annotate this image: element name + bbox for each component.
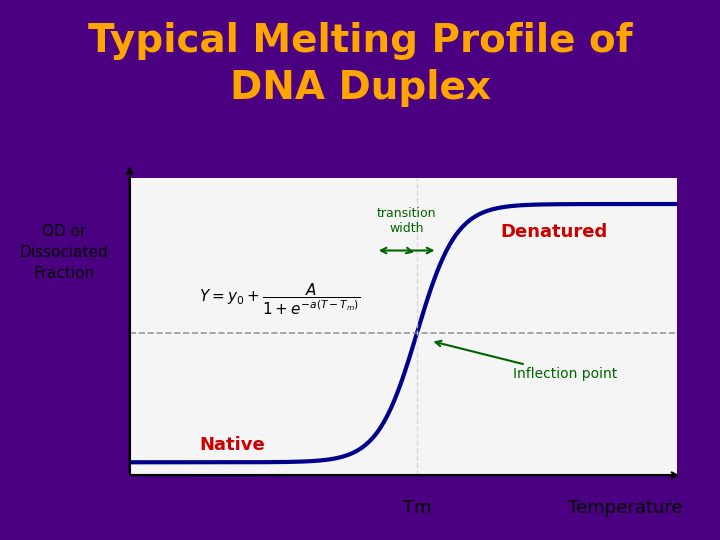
Text: Temperature: Temperature — [567, 499, 683, 517]
Text: transition
width: transition width — [377, 207, 436, 235]
Text: OD or
Dissociated
Fraction: OD or Dissociated Fraction — [19, 224, 108, 281]
Text: Denatured: Denatured — [500, 222, 607, 241]
Text: Native: Native — [199, 436, 265, 455]
Text: Inflection point: Inflection point — [436, 341, 617, 381]
Text: Tm: Tm — [402, 499, 431, 517]
Text: Typical Melting Profile of
DNA Duplex: Typical Melting Profile of DNA Duplex — [88, 22, 632, 107]
Text: $Y = y_0 + \dfrac{A}{1 + e^{-a(T - T_m)}}$: $Y = y_0 + \dfrac{A}{1 + e^{-a(T - T_m)}… — [199, 282, 361, 318]
